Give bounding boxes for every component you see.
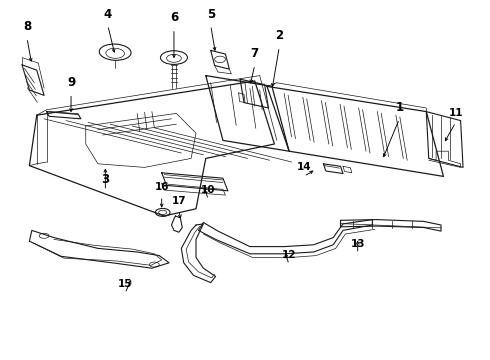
Text: 17: 17 [172,196,186,206]
Text: 1: 1 [395,102,403,114]
Text: 6: 6 [170,12,178,24]
Text: 8: 8 [23,21,31,33]
Text: 2: 2 [275,30,283,42]
Text: 9: 9 [67,76,75,89]
Text: 16: 16 [154,182,169,192]
Text: 7: 7 [251,48,259,60]
Text: 13: 13 [350,239,365,249]
Text: 11: 11 [448,108,463,118]
Text: 10: 10 [201,185,216,195]
Text: 4: 4 [104,8,112,21]
Text: 12: 12 [282,250,296,260]
Text: 3: 3 [101,174,109,186]
Text: 5: 5 [207,8,215,21]
Text: 15: 15 [118,279,132,289]
Text: 14: 14 [296,162,311,172]
